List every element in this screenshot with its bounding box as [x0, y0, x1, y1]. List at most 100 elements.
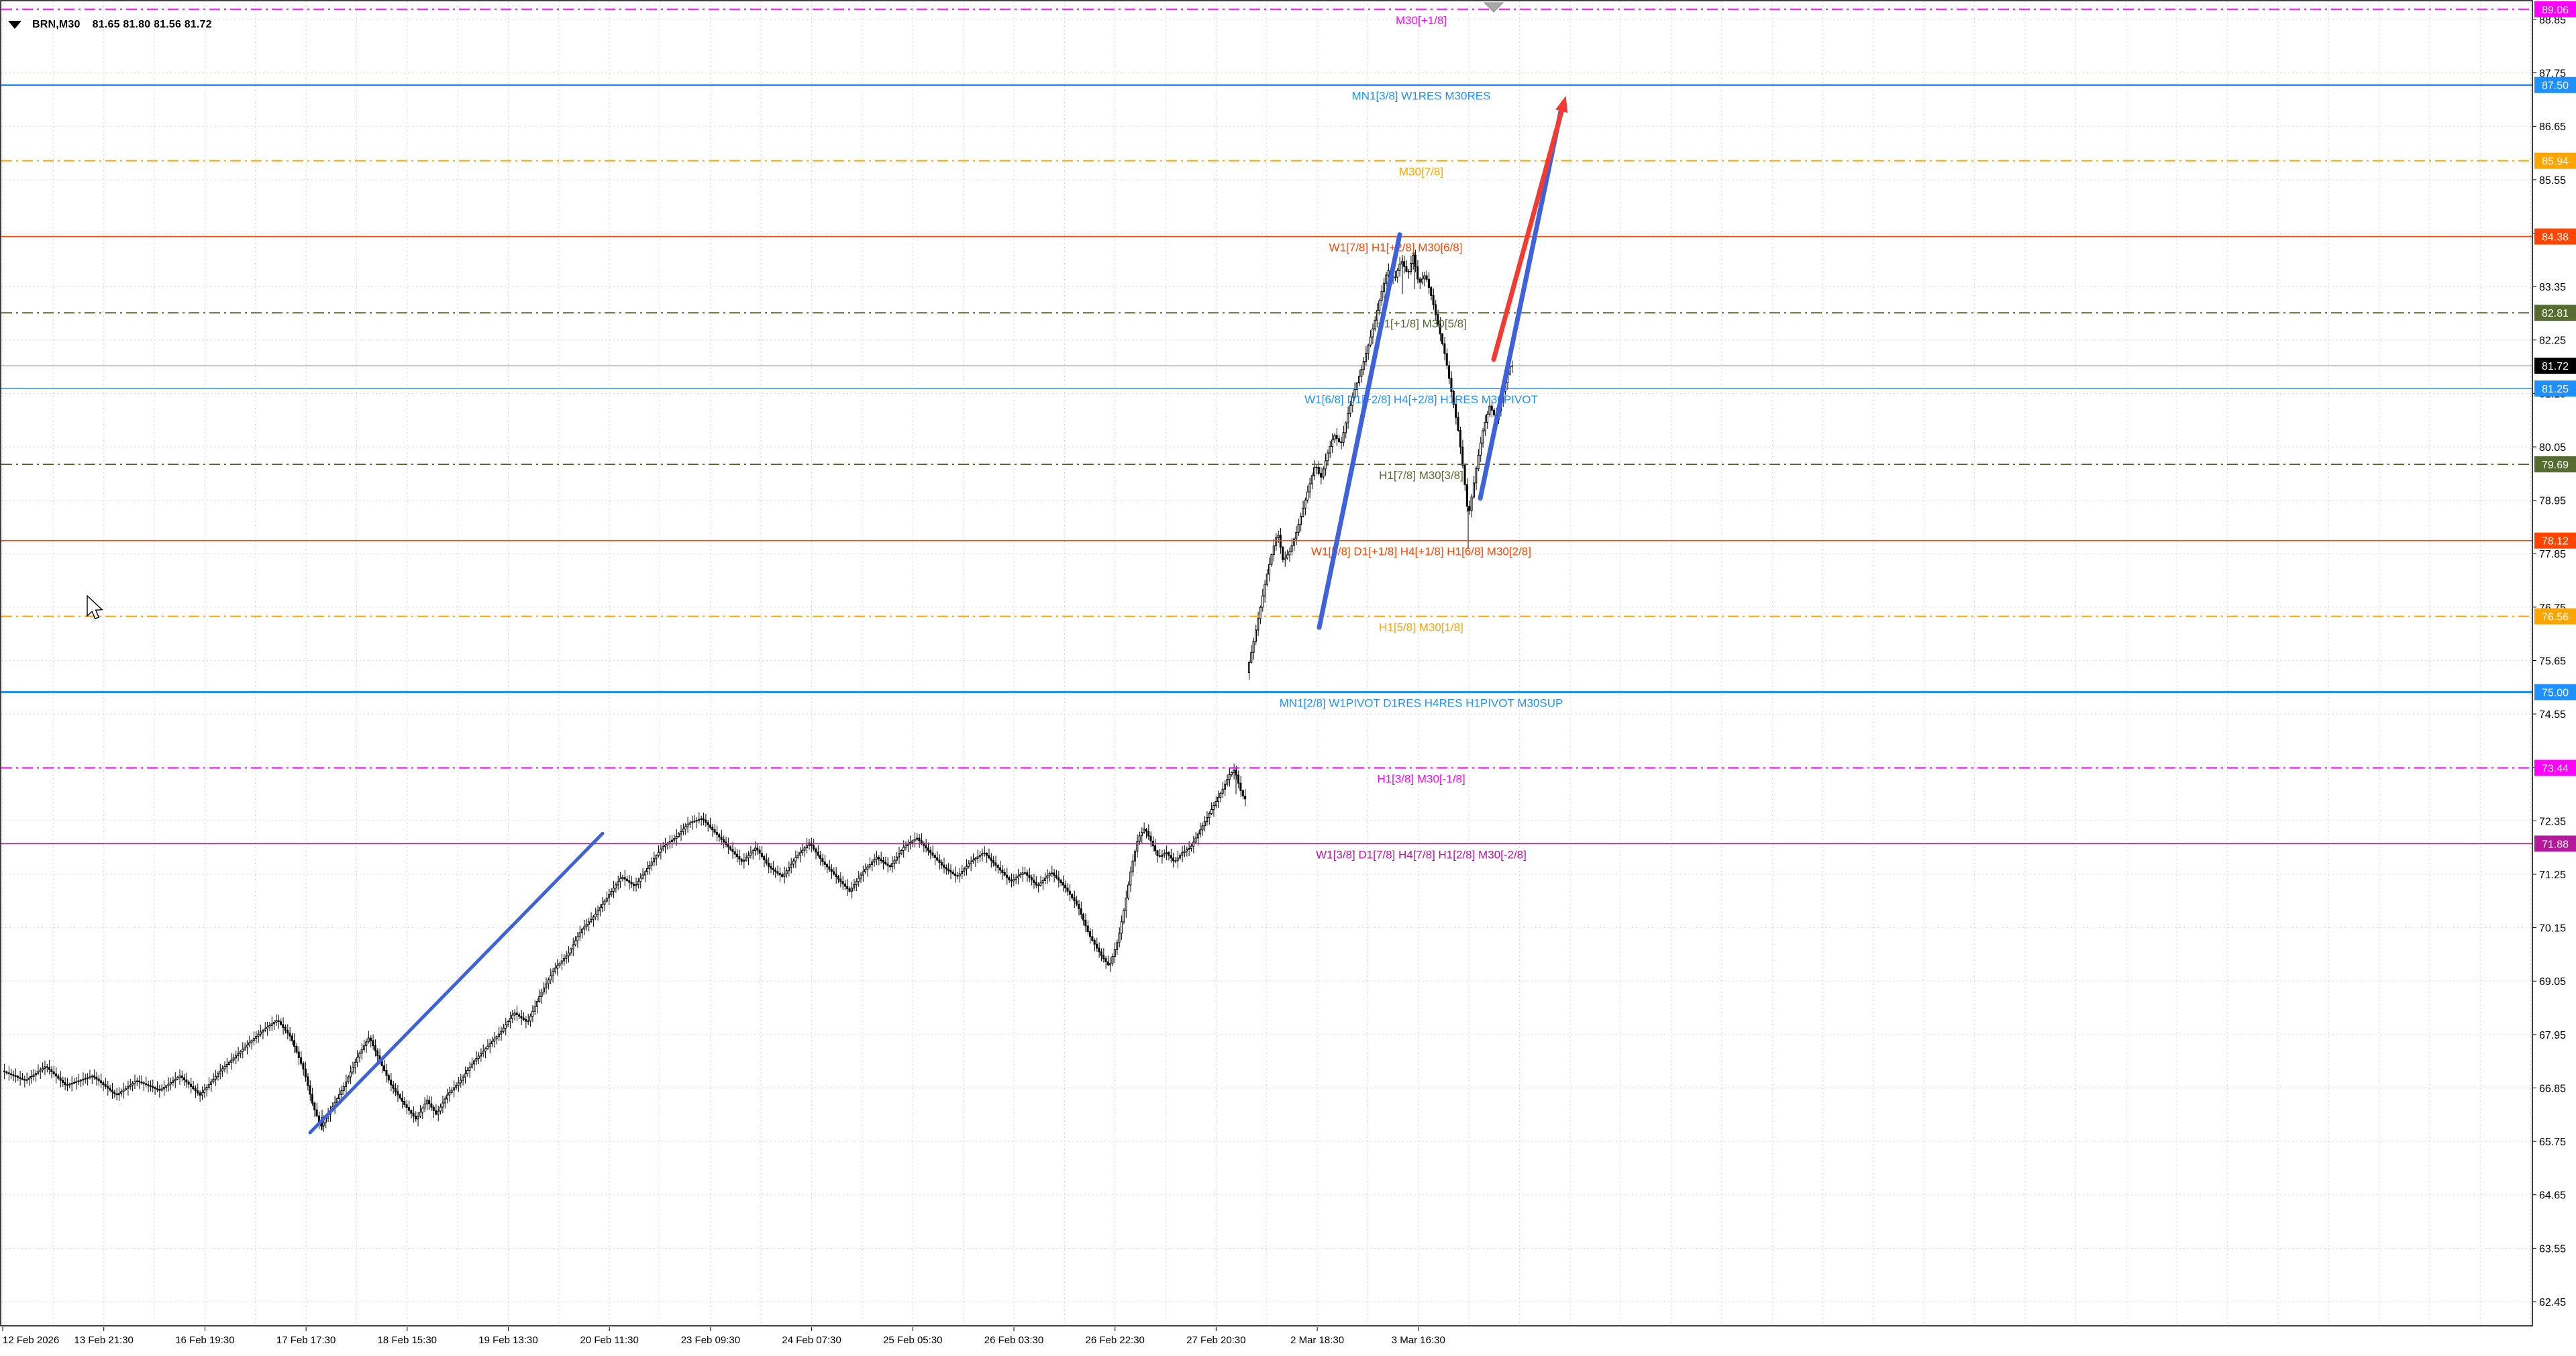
candle-body	[277, 1020, 280, 1023]
candle-body	[608, 894, 611, 898]
candle-body	[664, 844, 666, 847]
candle-body	[639, 878, 642, 882]
candle-body	[1073, 897, 1076, 902]
candle-body	[214, 1076, 217, 1080]
candle-body	[162, 1087, 165, 1090]
candle-body	[234, 1055, 238, 1059]
candle-body	[1252, 641, 1255, 653]
candle-body	[232, 1057, 235, 1061]
candle-body	[781, 874, 784, 877]
candle-body	[17, 1076, 19, 1078]
candle-body	[1358, 376, 1361, 384]
candle-body	[965, 866, 968, 870]
candle-body	[1028, 874, 1031, 878]
candle-body	[947, 868, 949, 871]
candle-body	[113, 1092, 116, 1094]
candle-body	[776, 871, 779, 874]
candle-body	[693, 821, 696, 823]
candle-body	[949, 870, 952, 873]
candle-body	[1055, 875, 1058, 878]
candle-body	[529, 1016, 531, 1022]
candle-body	[1123, 910, 1125, 923]
candle-body	[670, 839, 673, 843]
candle-body	[1353, 388, 1356, 398]
candle-body	[972, 859, 974, 862]
candle-body	[1439, 323, 1441, 335]
candle-body	[1080, 908, 1082, 915]
candle-body	[1479, 442, 1482, 456]
candle-body	[136, 1080, 138, 1082]
candle-body	[1299, 516, 1302, 525]
time-label: 19 Feb 13:30	[478, 1335, 537, 1346]
candle-body	[66, 1084, 68, 1086]
candle-body	[882, 860, 884, 863]
candle-body	[911, 840, 914, 843]
candle-body	[630, 882, 633, 884]
candle-body	[1448, 365, 1451, 379]
candle-body	[497, 1033, 500, 1037]
candle-body	[365, 1041, 368, 1047]
trendline[interactable]	[1478, 102, 1565, 501]
candle-body	[727, 844, 729, 847]
candle-body	[172, 1080, 174, 1083]
trendline[interactable]	[308, 831, 605, 1135]
candle-body	[705, 819, 707, 823]
candle-body	[675, 836, 678, 839]
candle-body	[369, 1037, 372, 1041]
candle-body	[1082, 914, 1084, 921]
candle-body	[464, 1073, 466, 1078]
candle-body	[1254, 629, 1257, 642]
candle-body	[981, 853, 984, 856]
candle-body	[1120, 921, 1123, 934]
trend-arrow-line[interactable]	[1491, 95, 1568, 362]
object-anchor-icon[interactable]	[1483, 2, 1504, 13]
candle-body	[743, 859, 745, 862]
candle-body	[450, 1090, 453, 1093]
candle-body	[1068, 890, 1071, 895]
candle-body	[91, 1076, 93, 1078]
murrey-level-label: H1[+1/8] M30[5/8]	[1376, 317, 1467, 330]
candle-body	[459, 1080, 462, 1084]
candle-body	[219, 1070, 221, 1074]
candle-body	[1208, 813, 1210, 819]
candle-body	[500, 1031, 503, 1035]
candle-body	[491, 1041, 493, 1045]
candle-body	[147, 1084, 150, 1086]
candle-body	[522, 1017, 525, 1021]
candle-body	[1284, 558, 1286, 560]
candle-body	[34, 1073, 37, 1076]
candle-body	[84, 1078, 87, 1080]
candle-body	[590, 919, 593, 923]
candle-body	[1170, 855, 1172, 859]
candle-body	[248, 1042, 251, 1045]
candle-body	[282, 1024, 285, 1028]
trendline[interactable]	[1317, 232, 1402, 630]
candle-body	[131, 1083, 134, 1086]
candle-body	[545, 983, 548, 988]
price-badge	[2534, 380, 2576, 397]
candle-body	[1367, 344, 1370, 354]
candle-body	[711, 827, 714, 831]
candle-body	[221, 1068, 223, 1072]
candle-body	[1398, 264, 1401, 271]
candle-body	[124, 1088, 127, 1090]
candle-body	[623, 877, 626, 880]
candle-body	[1015, 877, 1017, 880]
candle-body	[1231, 772, 1233, 776]
candle-body	[660, 848, 662, 853]
candle-body	[421, 1107, 424, 1113]
candle-body	[871, 862, 874, 865]
price-tick-label: 77.85	[2539, 549, 2566, 560]
candle-body	[933, 855, 936, 858]
collapse-toggle-icon[interactable]	[8, 21, 21, 29]
candle-body	[567, 952, 570, 957]
candle-body	[169, 1082, 172, 1085]
candle-body	[488, 1043, 491, 1047]
candle-body	[736, 853, 739, 857]
candle-body	[165, 1085, 168, 1088]
candle-body	[998, 867, 1001, 871]
candle-body	[625, 878, 628, 882]
candle-body	[733, 851, 736, 855]
candle-body	[362, 1045, 365, 1050]
